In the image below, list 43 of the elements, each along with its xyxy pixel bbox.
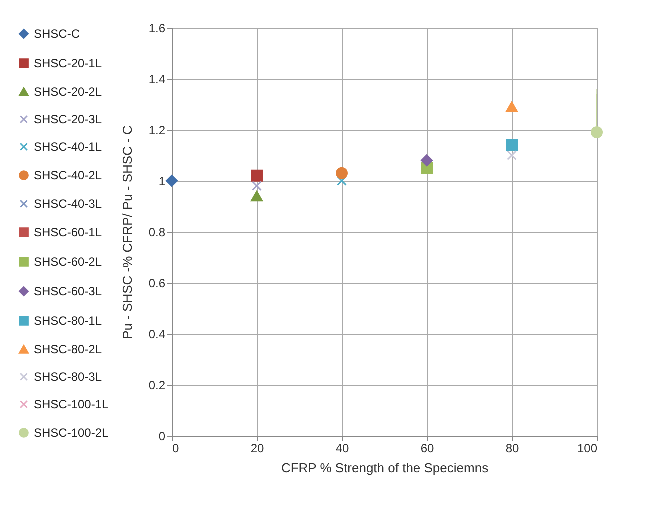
legend-label: SHSC-60-3L xyxy=(34,284,102,298)
x-axis-title: CFRP % Strength of the Speciemns xyxy=(281,460,490,476)
x-tick-label: 80 xyxy=(506,442,520,456)
y-tick-label: 0.6 xyxy=(148,276,166,290)
point xyxy=(506,102,518,112)
y-tick-label: 1.4 xyxy=(148,72,166,86)
legend-label: SHSC-100-1L xyxy=(34,398,110,412)
y-tick-label: 1.6 xyxy=(148,22,166,36)
x-tick-label: 60 xyxy=(420,442,434,456)
x-tick-label: 20 xyxy=(250,442,264,456)
legend-label: SHSC-40-2L xyxy=(34,168,102,182)
legend-label: SHSC-80-3L xyxy=(34,370,102,384)
point xyxy=(252,181,262,192)
y-tick-label: 0.8 xyxy=(148,226,166,240)
point xyxy=(251,170,263,182)
y-tick-label: 0 xyxy=(158,430,166,444)
legend-label: SHSC-100-2L xyxy=(34,426,110,440)
point xyxy=(507,150,517,160)
legend-label: SHSC-20-2L xyxy=(34,85,102,99)
point xyxy=(421,154,433,167)
x-tick-label: 40 xyxy=(336,442,350,456)
x-tick-label: 0 xyxy=(172,442,180,456)
point xyxy=(166,175,178,187)
y-tick-label: 1.2 xyxy=(148,124,166,138)
point xyxy=(251,191,263,202)
legend-label: SHSC-40-3L xyxy=(34,197,102,211)
point xyxy=(337,176,347,186)
legend-label: SHSC-80-2L xyxy=(34,342,102,356)
y-tick-label: 1 xyxy=(158,174,166,188)
legend-label: SHSC-C xyxy=(34,27,80,41)
y-tick-label: 0.2 xyxy=(148,378,166,392)
legend-label: SHSC-60-2L xyxy=(34,255,102,269)
legend-label: SHSC-20-3L xyxy=(34,112,102,126)
y-tick-label: 0.4 xyxy=(148,328,166,342)
x-tick-label: 100 xyxy=(577,442,598,456)
point xyxy=(591,126,603,139)
legend-label: SHSC-80-1L xyxy=(34,314,102,328)
y-axis-title: Pu - SHSC -% CFRP/ Pu - SHSC - C xyxy=(120,126,135,340)
legend-label: SHSC-20-1L xyxy=(34,56,102,70)
point xyxy=(336,167,348,180)
legend-label: SHSC-40-1L xyxy=(34,140,102,154)
legend-label: SHSC-60-1L xyxy=(34,226,102,240)
point xyxy=(506,139,518,152)
